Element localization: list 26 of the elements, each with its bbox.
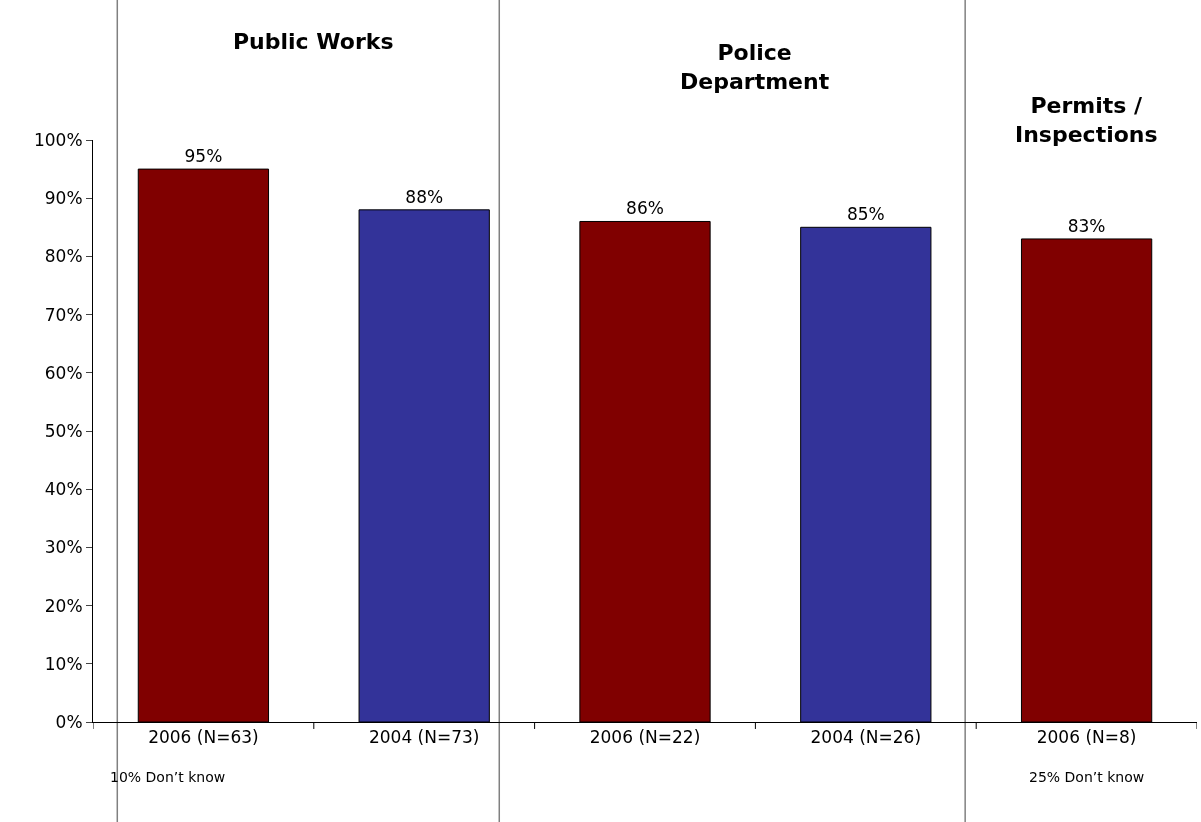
- data-label: 86%: [626, 198, 664, 219]
- data-label: 88%: [405, 186, 444, 207]
- text: Public Works: [233, 29, 394, 54]
- x-tick-label: 2006 (N=63): [148, 727, 259, 748]
- y-tick-label: 80%: [44, 246, 83, 267]
- y-tick-label: 0%: [55, 711, 83, 732]
- y-tick-label: 30%: [44, 537, 83, 558]
- text: 10% Don’t know: [110, 769, 226, 785]
- y-tick-label: 90%: [44, 188, 83, 209]
- data-label: 95%: [184, 146, 223, 167]
- x-tick-label: 2006 (N=22): [589, 727, 701, 748]
- x-tick-label: 2004 (N=73): [368, 727, 480, 748]
- y-tick-label: 40%: [44, 479, 83, 500]
- annotation: Permits / Inspections: [1015, 93, 1158, 147]
- data-label: 85%: [846, 204, 885, 225]
- y-tick-label: 60%: [44, 362, 83, 383]
- y-tick-label: 50%: [44, 420, 83, 441]
- y-tick-label: 70%: [44, 304, 83, 325]
- y-tick-label: 100%: [33, 129, 83, 150]
- x-tick-label: 2004 (N=26): [810, 727, 922, 748]
- y-tick-label: 20%: [44, 595, 83, 616]
- text: 25% Don’t know: [1029, 769, 1145, 785]
- y-tick-label: 10%: [44, 653, 83, 674]
- data-label: 83%: [1067, 215, 1106, 236]
- x-tick-label: 2006 (N=8): [1036, 727, 1137, 748]
- text: Police Department: [680, 40, 830, 94]
